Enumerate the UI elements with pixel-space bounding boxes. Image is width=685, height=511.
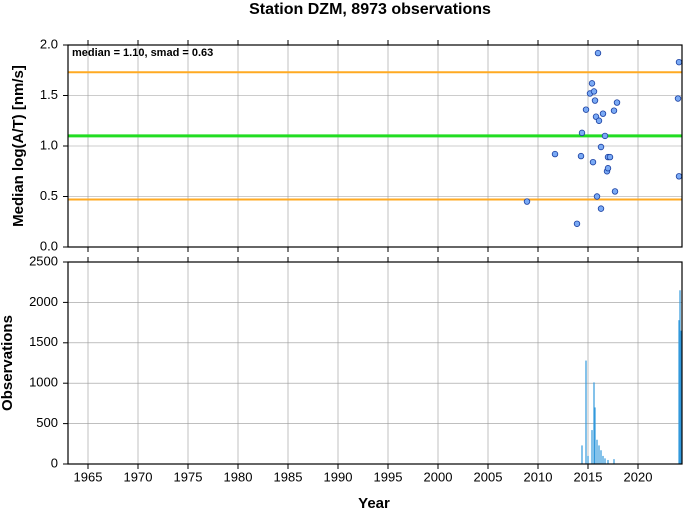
data-point [675, 58, 683, 66]
data-point [578, 129, 586, 137]
y-tick-label: 2.0 [40, 36, 58, 51]
data-point [593, 193, 601, 200]
y-axis-label: Median log(A/T) [nm/s] [10, 65, 27, 227]
bar [607, 459, 609, 464]
data-point [588, 80, 596, 87]
x-tick-label: 2005 [474, 469, 503, 484]
data-point [594, 49, 602, 57]
bar [598, 445, 600, 464]
x-tick-label: 2015 [574, 469, 603, 484]
bar [593, 382, 595, 464]
data-point [577, 152, 585, 160]
bar [678, 320, 680, 464]
data-point [595, 117, 603, 124]
y-axis-label: Observations [0, 315, 16, 411]
data-point [523, 198, 531, 205]
data-point [582, 106, 590, 113]
y-tick-label: 0 [51, 455, 58, 470]
x-tick-label: 1995 [374, 469, 403, 484]
data-point [589, 158, 597, 166]
y-tick-label: 500 [36, 415, 58, 430]
data-point [610, 107, 618, 114]
bar [591, 430, 593, 464]
data-point [597, 205, 605, 212]
x-tick-label: 1990 [324, 469, 353, 484]
data-point [611, 188, 619, 195]
y-tick-label: 1000 [29, 375, 58, 390]
x-tick-label: 1985 [274, 469, 303, 484]
bar [594, 407, 596, 464]
x-tick-label: 2000 [424, 469, 453, 484]
bar [585, 360, 587, 464]
data-point [613, 99, 621, 106]
x-tick-label: 1970 [124, 469, 153, 484]
y-tick-label: 0.0 [40, 238, 58, 253]
x-tick-label: 1975 [174, 469, 203, 484]
x-tick-label: 1980 [224, 469, 253, 484]
data-point [675, 173, 683, 180]
y-tick-label: 1.0 [40, 137, 58, 152]
plot-frame [67, 261, 683, 465]
bar [596, 439, 598, 464]
plot-frame [67, 44, 683, 248]
bar [581, 445, 583, 464]
y-tick-label: 2500 [29, 253, 58, 268]
y-tick-label: 1.5 [40, 87, 58, 102]
data-point [599, 110, 607, 117]
data-point [597, 143, 605, 151]
data-point [573, 220, 581, 227]
bar [604, 458, 606, 464]
annotation: median = 1.10, smad = 0.63 [72, 47, 213, 59]
data-point [551, 150, 559, 158]
data-point [591, 97, 599, 104]
bar [587, 455, 589, 464]
data-point [606, 153, 614, 161]
y-tick-label: 2000 [29, 294, 58, 309]
data-point [590, 88, 598, 95]
bar [680, 330, 682, 464]
x-tick-label: 2020 [624, 469, 653, 484]
x-tick-label: 2010 [524, 469, 553, 484]
y-tick-label: 1500 [29, 334, 58, 349]
chart-title: Station DZM, 8973 observations [249, 1, 491, 18]
bar [602, 455, 604, 464]
bar [679, 290, 681, 464]
bar [613, 459, 615, 464]
y-tick-label: 0.5 [40, 188, 58, 203]
data-point [674, 95, 682, 102]
data-point [604, 165, 612, 172]
x-axis-label: Year [358, 495, 390, 511]
data-point [601, 132, 609, 140]
bar [600, 450, 602, 464]
x-tick-label: 1965 [74, 469, 103, 484]
